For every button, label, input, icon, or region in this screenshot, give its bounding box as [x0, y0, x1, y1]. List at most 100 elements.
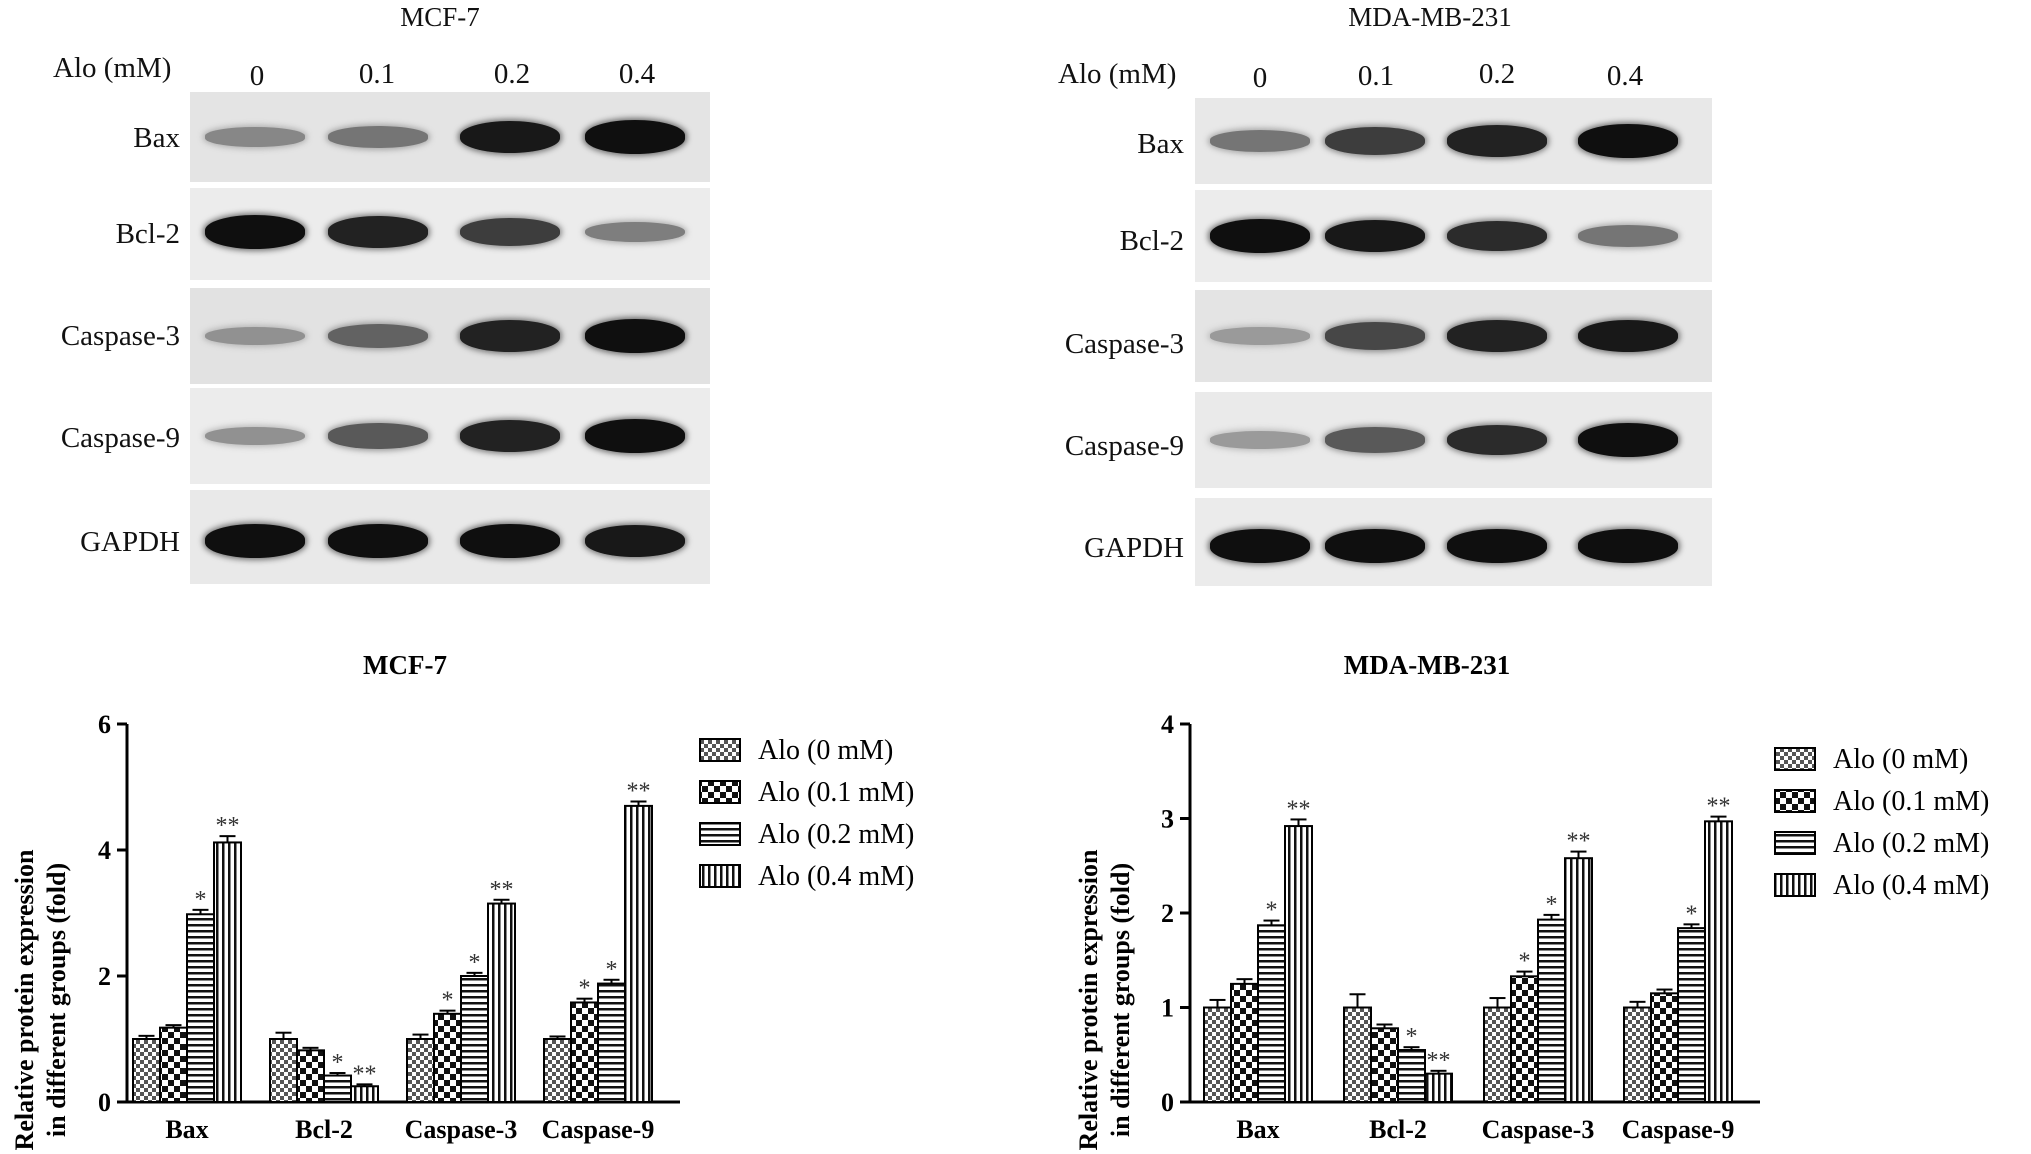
- concentration-label: 0: [1252, 62, 1268, 94]
- blot-band: [1325, 126, 1425, 156]
- significance-marker: *: [1686, 901, 1698, 927]
- protein-label-caspase9: Caspase-9: [1064, 430, 1184, 462]
- bar: [570, 1001, 599, 1103]
- blot-band: [460, 217, 560, 247]
- significance-marker: *: [332, 1050, 344, 1076]
- significance-marker: *: [1546, 892, 1558, 918]
- legend-label: Alo (0 mM): [758, 735, 893, 766]
- blot-band: [328, 216, 428, 248]
- bar-chart-mda-mb-231: MDA-MB-231 Relative protein expression i…: [1074, 650, 1989, 1150]
- western-blot-mda-mb-231: MDA-MB-231 Alo (mM) 0 0.1 0.2 0.4 Bax Bc…: [1000, 0, 2031, 600]
- y-axis-label-line2: in different groups (fold): [42, 863, 71, 1137]
- protein-label-gapdh: GAPDH: [1084, 532, 1184, 564]
- concentration-label: 0.4: [1606, 60, 1644, 92]
- blot-band: [585, 319, 685, 353]
- significance-marker: *: [1519, 949, 1531, 975]
- significance-marker: *: [1406, 1024, 1418, 1050]
- y-tick-label: 3: [1161, 805, 1174, 834]
- x-tick-label: Caspase-9: [542, 1115, 655, 1144]
- legend-label: Alo (0.2 mM): [758, 819, 914, 850]
- bar: [1203, 1006, 1232, 1103]
- blot-band: [1325, 529, 1425, 563]
- bar: [1677, 927, 1706, 1103]
- significance-marker: **: [216, 813, 240, 839]
- blot-band: [205, 426, 305, 446]
- x-tick-label: Caspase-3: [1482, 1115, 1595, 1144]
- x-tick-label: Bcl-2: [1369, 1115, 1427, 1144]
- legend-swatch: [699, 780, 741, 804]
- legend-label: Alo (0.4 mM): [758, 861, 914, 892]
- blot-band: [1210, 130, 1310, 152]
- blot-band: [328, 126, 428, 148]
- protein-label-bcl2: Bcl-2: [115, 218, 180, 250]
- x-tick-label: Bax: [165, 1115, 208, 1144]
- bar: [460, 975, 489, 1103]
- blot-band: [1325, 219, 1425, 253]
- alo-concentration-label: Alo (mM): [53, 52, 172, 84]
- y-tick-label: 2: [1161, 899, 1174, 928]
- bar: [1623, 1006, 1652, 1103]
- bar: [350, 1085, 379, 1103]
- blot-band: [1325, 427, 1425, 453]
- blot-band: [1578, 319, 1678, 353]
- western-blot-mcf7: MCF-7 Alo (mM) 0 0.1 0.2 0.4 Bax Bcl-2 C…: [0, 0, 1000, 600]
- protein-label-caspase3: Caspase-3: [60, 320, 180, 352]
- significance-marker: **: [1427, 1048, 1451, 1074]
- significance-marker: *: [442, 988, 454, 1014]
- x-tick-label: Bcl-2: [295, 1115, 353, 1144]
- significance-marker: *: [606, 957, 618, 983]
- bar: [1564, 857, 1593, 1103]
- blot-band: [460, 420, 560, 452]
- legend-swatch: [1774, 873, 1816, 897]
- blot-band: [460, 320, 560, 352]
- legend-swatch: [699, 822, 741, 846]
- blot-band: [328, 524, 428, 558]
- blot-band: [328, 423, 428, 449]
- blot-title: MCF-7: [400, 2, 480, 32]
- blot-band: [1447, 424, 1547, 456]
- y-tick-label: 0: [98, 1088, 111, 1117]
- legend-swatch: [699, 738, 741, 762]
- y-axis-label: Relative protein expression in different…: [10, 849, 71, 1150]
- protein-label-caspase9: Caspase-9: [60, 422, 180, 454]
- bar: [132, 1038, 161, 1103]
- legend-swatch: [1774, 831, 1816, 855]
- blot-band: [1210, 327, 1310, 345]
- y-tick-label: 2: [98, 962, 111, 991]
- significance-marker: **: [490, 877, 514, 903]
- significance-marker: **: [1287, 796, 1311, 822]
- y-tick-label: 6: [98, 710, 111, 739]
- legend-label: Alo (0.4 mM): [1833, 870, 1989, 901]
- blot-band: [205, 127, 305, 147]
- blot-band: [1447, 220, 1547, 252]
- legend-label: Alo (0.1 mM): [1833, 786, 1989, 817]
- significance-marker: **: [1567, 829, 1591, 855]
- significance-marker: **: [1707, 794, 1731, 820]
- blot-band: [205, 524, 305, 558]
- legend-label: Alo (0 mM): [1833, 744, 1968, 775]
- legend-swatch: [1774, 747, 1816, 771]
- blot-band: [1210, 529, 1310, 563]
- y-axis-label-line2: in different groups (fold): [1106, 863, 1135, 1137]
- x-tick-label: Bax: [1236, 1115, 1279, 1144]
- y-tick-label: 0: [1161, 1088, 1174, 1117]
- concentration-label: 0.2: [1478, 58, 1516, 90]
- blot-band: [585, 419, 685, 453]
- blot-band: [1325, 322, 1425, 350]
- protein-label-gapdh: GAPDH: [80, 526, 180, 558]
- blot-band: [1447, 320, 1547, 352]
- bar: [624, 804, 653, 1103]
- protein-label-caspase3: Caspase-3: [1064, 328, 1184, 360]
- bar: [1704, 820, 1733, 1104]
- bar: [1650, 992, 1679, 1104]
- bar: [296, 1049, 325, 1103]
- blot-band: [328, 323, 428, 349]
- significance-marker: **: [353, 1061, 377, 1087]
- blot-band: [585, 524, 685, 558]
- bar: [543, 1038, 572, 1103]
- bar: [1397, 1049, 1426, 1103]
- bar: [1343, 1006, 1372, 1103]
- significance-marker: *: [579, 976, 591, 1002]
- blot-band: [205, 326, 305, 346]
- y-tick-label: 1: [1161, 994, 1174, 1023]
